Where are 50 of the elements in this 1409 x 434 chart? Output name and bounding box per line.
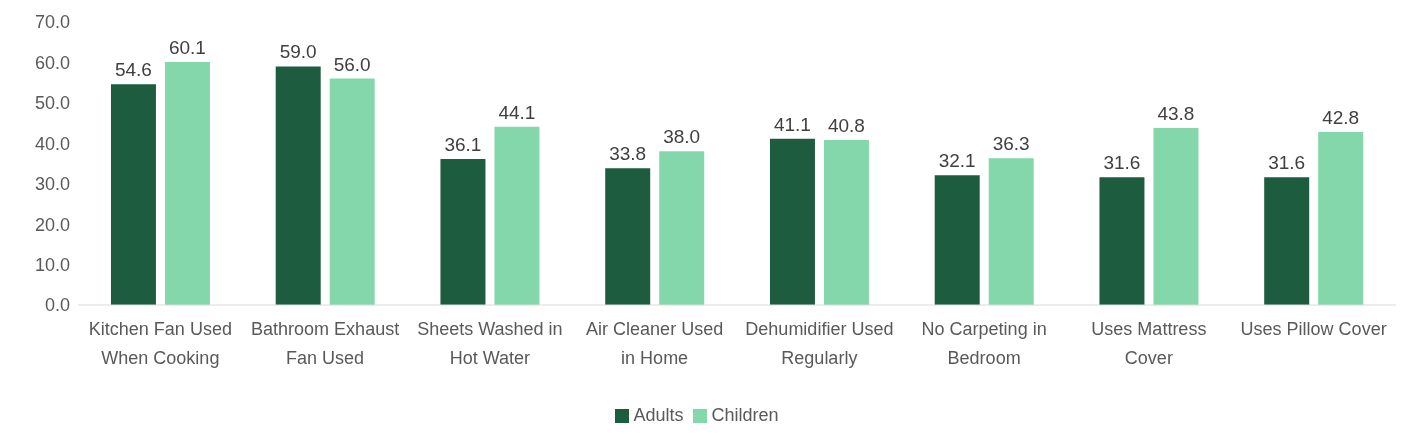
data-label: 54.6: [114, 59, 152, 81]
bar: [605, 168, 651, 305]
bar: [823, 140, 869, 305]
data-label: 31.6: [1268, 152, 1306, 174]
data-label: 38.0: [663, 126, 701, 148]
data-label: 33.8: [609, 143, 647, 165]
data-label: 40.8: [827, 115, 865, 137]
data-label: 36.1: [444, 134, 482, 156]
data-label: 60.1: [168, 37, 206, 59]
bar: [1264, 177, 1310, 305]
data-label: 31.6: [1103, 152, 1141, 174]
y-tick-label: 20.0: [34, 214, 70, 235]
y-tick-label: 10.0: [34, 254, 70, 275]
bar: [1318, 131, 1364, 305]
x-tick-label: Sheets Washed in Hot Water: [417, 319, 563, 368]
data-label: 32.1: [938, 150, 976, 172]
x-tick-label: Uses Mattress Cover: [1091, 319, 1207, 368]
y-tick-label: 30.0: [34, 174, 70, 195]
x-tick-label: Air Cleaner Used in Home: [586, 319, 724, 368]
data-label: 43.8: [1157, 102, 1195, 124]
data-label: 59.0: [279, 41, 317, 63]
data-label: 42.8: [1322, 106, 1360, 128]
bar: [769, 138, 815, 305]
bar: [494, 126, 540, 305]
y-tick-label: 40.0: [34, 133, 70, 154]
bar: [659, 151, 705, 305]
x-tick-label: No Carpeting in Bedroom: [921, 319, 1047, 368]
data-label: 36.3: [992, 133, 1030, 155]
bar: [275, 66, 321, 305]
legend-label: Children: [711, 405, 779, 425]
y-tick-label: 70.0: [34, 12, 70, 33]
bar: [988, 158, 1034, 305]
bar: [164, 62, 210, 305]
x-tick-label: Uses Pillow Cover: [1240, 319, 1387, 339]
y-tick-label: 50.0: [34, 93, 70, 114]
data-label: 56.0: [333, 53, 371, 75]
legend-label: Adults: [633, 405, 684, 425]
bar: [1099, 177, 1145, 305]
bar: [329, 78, 375, 305]
bar: [1153, 127, 1199, 305]
x-tick-label: Bathroom Exhaust Fan Used: [251, 319, 400, 368]
bar: [440, 159, 486, 305]
bar: [934, 175, 980, 305]
y-tick-label: 60.0: [34, 52, 70, 73]
x-tick-label: Kitchen Fan Used When Cooking: [88, 319, 232, 368]
x-tick-label: Dehumidifier Used Regularly: [745, 319, 894, 368]
data-label: 44.1: [498, 101, 536, 123]
data-label: 41.1: [773, 113, 811, 135]
y-tick-label: 0.0: [44, 295, 70, 316]
bar: [110, 84, 156, 305]
